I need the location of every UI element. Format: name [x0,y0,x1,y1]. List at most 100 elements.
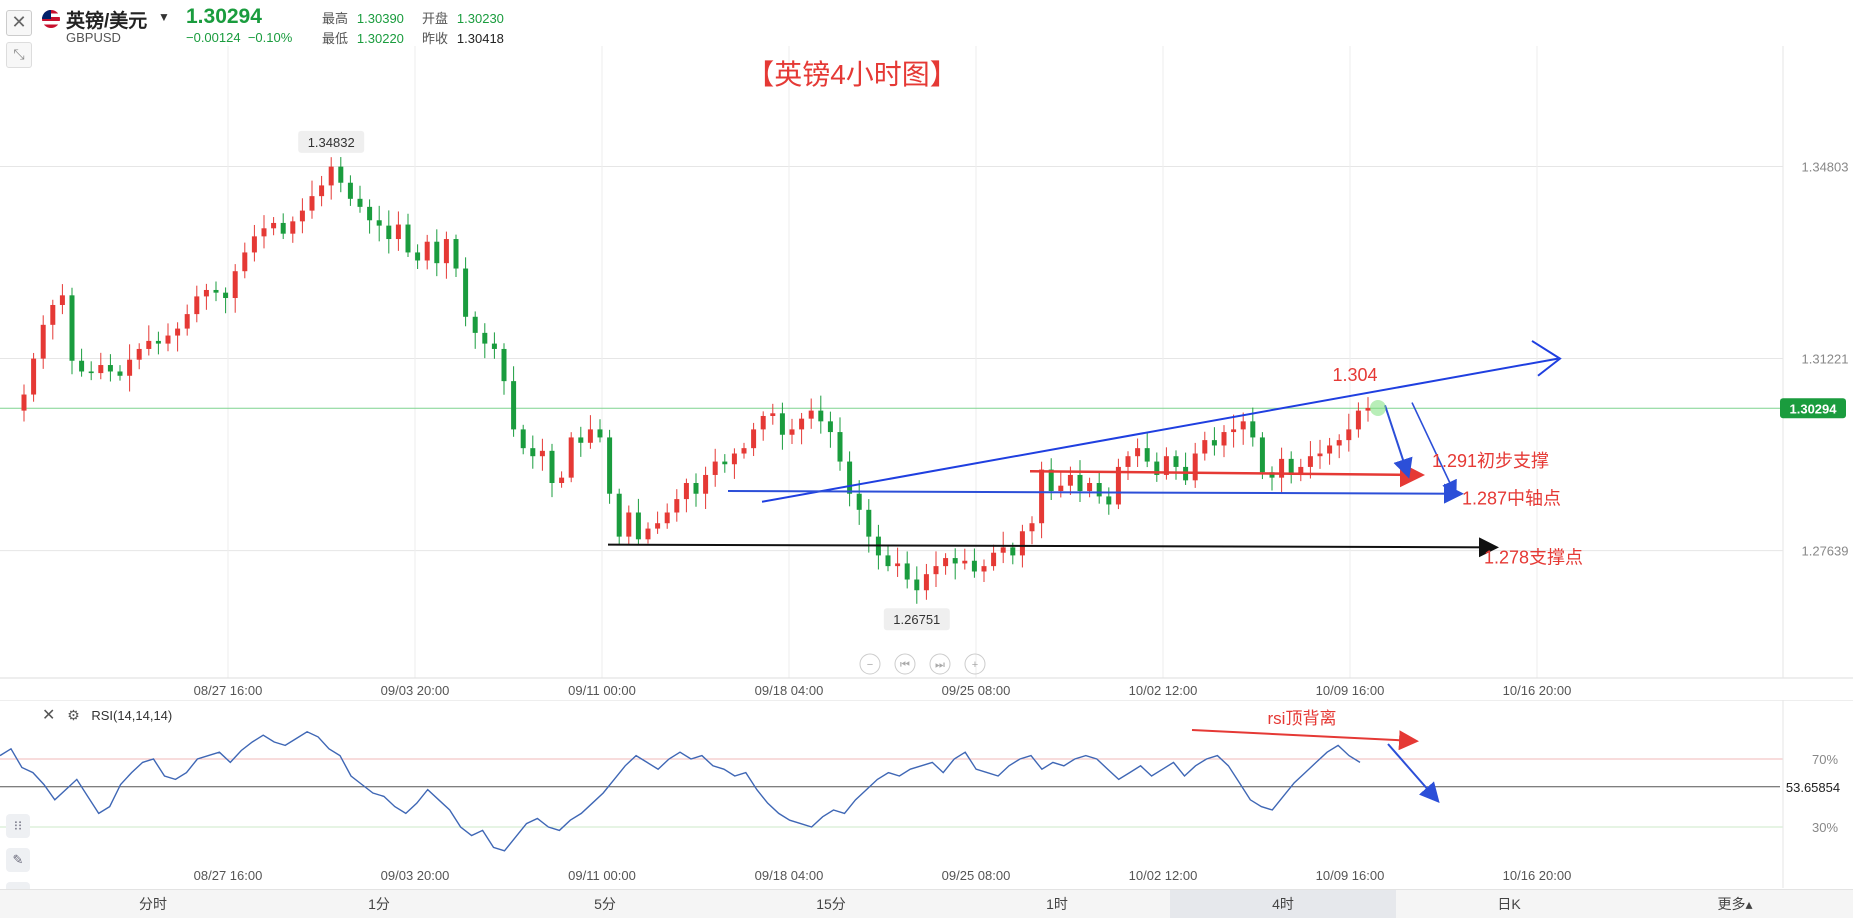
candle-body [943,558,949,567]
timeframe-1[interactable]: 1分 [368,896,390,912]
candle-body [88,371,94,374]
candle-body [827,421,833,433]
candle-body [693,483,699,494]
nav-button [929,653,951,675]
candle-body [760,415,766,430]
timeframe-5[interactable]: 4时 [1170,890,1396,918]
pivot-label: 1.287中轴点 [1462,488,1561,508]
initial-support-label: 1.291初步支撑 [1432,451,1549,471]
collapse-icon[interactable]: ⤡ [6,42,32,68]
candle-body [443,239,449,264]
uk-flag-icon [42,10,60,28]
price-change: −0.00124 −0.10% [186,30,292,45]
timeframe-bar: 分时 1分 5分 15分 1时 4时 日K 更多▴ [0,889,1853,918]
candle-body [1077,474,1083,492]
candle-body [309,196,315,211]
candle-body [568,437,574,478]
candle-body [1039,469,1045,524]
timeframe-4[interactable]: 1时 [1046,896,1068,912]
candle-body [1010,547,1016,556]
candle-body [904,563,910,580]
nav-button [964,653,986,675]
chevron-down-icon[interactable]: ▼ [158,10,170,24]
candle-body [1173,456,1179,467]
rsi-settings-icon[interactable]: ⚙ [67,707,80,723]
candle-body [645,528,651,540]
candle-body [453,239,459,269]
pen-icon[interactable]: ✎ [6,848,30,872]
x-tick-label: 09/03 20:00 [381,683,450,698]
y-tick-label: 1.34803 [1802,159,1849,174]
rsi-level-label: 30% [1812,820,1838,835]
candle-body [587,429,593,443]
rsi-label: RSI(14,14,14) [91,708,173,723]
rsi-value: 53.65854 [1786,780,1840,795]
high-value: 1.30390 [356,11,404,26]
candle-body [386,225,392,240]
nav-button [859,653,881,675]
rsi-x-tick-label: 10/16 20:00 [1503,868,1572,883]
rsi-close-icon[interactable]: ✕ [42,707,56,724]
candle-body [981,566,987,572]
candle-body [491,343,497,349]
candle-body [223,292,229,299]
candle-body [751,429,757,449]
candle-body [741,448,747,454]
candle-body [1250,421,1256,438]
candle-body [952,558,958,564]
candle-body [1355,410,1361,430]
current-price-label: 1.30294 [1790,401,1838,416]
candle-body [251,236,257,253]
candle-body [1336,440,1342,446]
rsi-down-arrow [1387,743,1440,804]
candle-body [520,429,526,449]
candle-body [1144,448,1150,462]
change-percent: −0.10% [247,30,293,45]
down-arrow [1411,402,1457,497]
candle-body [136,348,142,360]
rsi-chart[interactable]: 70% 30% 53.65854 08/27 16:00 09/03 20:00 09/1… [0,700,1853,888]
current-price-badge [1780,398,1846,419]
candle-body [635,512,641,540]
candle-body [1115,466,1121,505]
candle-body [175,328,181,336]
candle-body [1240,421,1246,430]
low-marker-box [883,608,950,631]
close-icon[interactable]: ✕ [6,10,32,36]
candle-body [1106,496,1112,505]
candle-body [674,499,680,513]
candle-body [40,324,46,359]
candle-body [117,371,123,376]
candle-body [933,566,939,575]
candle-body [165,335,171,344]
candle-body [799,418,805,430]
candle-body [664,512,670,524]
candle-body [712,461,718,475]
candle-body [530,448,536,457]
rsi-value-badge [1780,776,1846,797]
candle-body [539,450,545,457]
candle-body [607,437,613,494]
x-tick-label: 09/25 08:00 [942,683,1011,698]
symbol-name[interactable]: 英镑/美元 [66,11,148,32]
candle-body [866,509,872,537]
open-label: 开盘 [422,11,449,26]
candle-body [1317,453,1323,457]
timeframe-0[interactable]: 分时 [139,896,167,912]
candle-body [885,555,891,567]
rsi-x-tick-label: 09/11 00:00 [568,868,636,883]
timeframe-2[interactable]: 5分 [594,896,616,912]
symbol-code: GBPUSD [66,30,121,45]
timeframe-7[interactable]: 更多▴ [1717,896,1753,912]
timeframe-3[interactable]: 15分 [816,896,846,912]
price-chart[interactable]: 1.34803 1.31221 1.27639 08/27 16:00 09/03 20… [0,46,1853,702]
candle-body [597,429,603,438]
candle-body [722,461,728,465]
candle-body [501,348,507,382]
timeframe-6[interactable]: 日K [1497,896,1521,912]
indicator-icon[interactable]: ⁝⁝ [6,814,30,838]
candle-body [1298,466,1304,475]
prev-value: 1.30418 [456,31,504,46]
candle-body [1135,448,1141,457]
open-stat: 开盘 1.30230 [422,8,504,28]
